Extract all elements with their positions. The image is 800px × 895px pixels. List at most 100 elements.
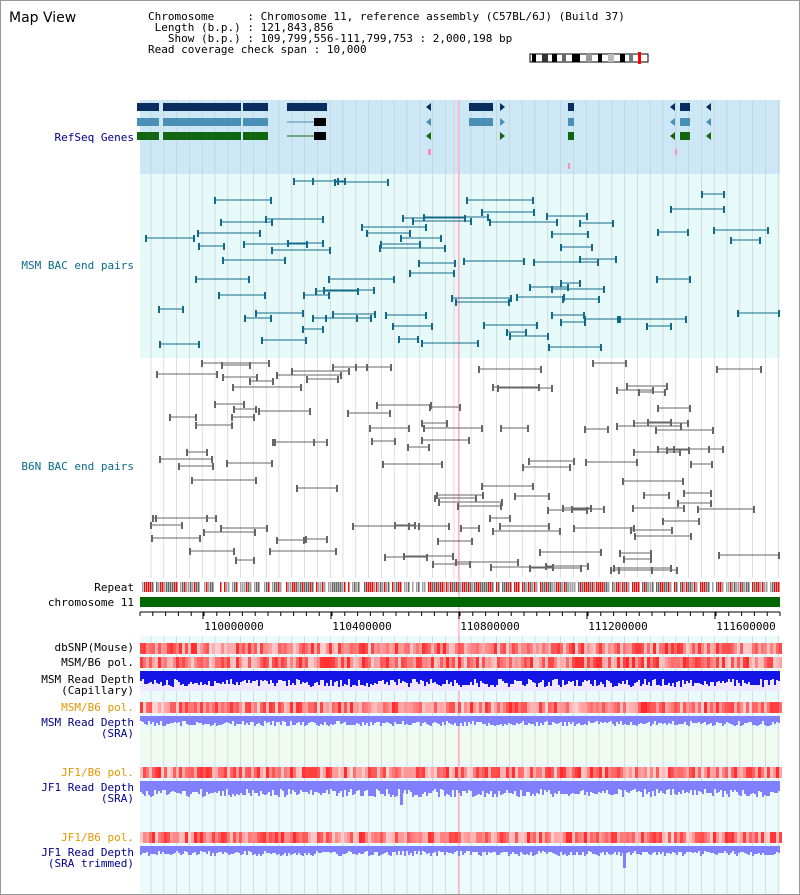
msm-pol-strip bbox=[278, 657, 281, 668]
msm-pol-strip bbox=[242, 657, 245, 668]
repeat-mark bbox=[498, 582, 500, 592]
label-msm-bac[interactable]: MSM BAC end pairs bbox=[21, 259, 134, 272]
msm-depth-sra-bar bbox=[218, 716, 220, 725]
jf1-pol2-strip bbox=[242, 832, 245, 843]
msm-depth-sra-bar bbox=[244, 716, 246, 725]
msm-pol2-strip bbox=[662, 702, 665, 713]
msm-depth-capillary-bar bbox=[462, 671, 464, 685]
dbsnp-strip bbox=[350, 643, 353, 654]
msm-pol-strip bbox=[554, 657, 557, 668]
dbsnp-strip bbox=[302, 643, 305, 654]
dbsnp-strip bbox=[449, 643, 452, 654]
jf1-pol2-strip bbox=[371, 832, 374, 843]
msm-depth-sra-bar bbox=[458, 716, 460, 726]
label-msm-pol-2[interactable]: MSM/B6 pol. bbox=[61, 701, 134, 714]
chromosome-ideogram[interactable] bbox=[528, 52, 652, 64]
jf1-depth-trimmed-bar bbox=[380, 846, 382, 855]
msm-bac-pair-end bbox=[271, 247, 273, 254]
repeat-mark bbox=[406, 582, 408, 592]
msm-depth-capillary-bar bbox=[450, 671, 452, 682]
dbsnp-strip bbox=[608, 643, 611, 654]
jf1-pol-strip bbox=[287, 767, 290, 778]
msm-pol-strip bbox=[602, 657, 605, 668]
label-repeat[interactable]: Repeat bbox=[94, 581, 134, 594]
label-msm-depth-capillary[interactable]: MSM Read Depth (Capillary) bbox=[41, 673, 134, 697]
jf1-depth-sra-bar bbox=[688, 781, 690, 793]
jf1-pol-strip bbox=[764, 767, 767, 778]
jf1-depth-sra-bar bbox=[450, 781, 452, 797]
label-b6n-bac[interactable]: B6N BAC end pairs bbox=[21, 460, 134, 473]
repeat-mark bbox=[160, 582, 162, 592]
msm-pol2-strip bbox=[611, 702, 614, 713]
msm-bac-pair-end bbox=[412, 218, 414, 225]
jf1-depth-sra-bar bbox=[356, 781, 358, 791]
b6n-bac-pair-end bbox=[215, 515, 217, 522]
jf1-depth-sra-bar bbox=[624, 781, 626, 790]
msm-depth-sra-bar bbox=[326, 716, 328, 725]
msm-pol2-strip bbox=[767, 702, 770, 713]
msm-depth-capillary-bar bbox=[750, 671, 752, 685]
jf1-depth-trimmed-bar bbox=[680, 846, 682, 852]
msm-depth-sra-bar bbox=[196, 716, 198, 722]
repeat-mark bbox=[336, 582, 338, 592]
msm-pol2-strip bbox=[575, 702, 578, 713]
jf1-pol-strip bbox=[278, 767, 281, 778]
label-jf1-depth-sra[interactable]: JF1 Read Depth (SRA) bbox=[41, 781, 134, 805]
jf1-depth-trimmed-bar bbox=[332, 846, 334, 852]
jf1-depth-trimmed-bar bbox=[644, 846, 646, 852]
msm-pol2-strip bbox=[395, 702, 398, 713]
jf1-depth-trimmed-bar bbox=[418, 846, 420, 851]
msm-pol2-strip bbox=[335, 702, 338, 713]
msm-depth-capillary-bar bbox=[444, 671, 446, 684]
label-refseq-genes[interactable]: RefSeq Genes bbox=[54, 131, 134, 144]
b6n-bac-pair-end bbox=[254, 529, 256, 536]
msm-depth-sra-bar bbox=[620, 716, 622, 721]
msm-depth-capillary-bar bbox=[586, 671, 588, 681]
dbsnp-strip bbox=[380, 643, 383, 654]
msm-pol2-strip bbox=[422, 702, 425, 713]
msm-depth-sra-bar bbox=[390, 716, 392, 724]
msm-pol2-strip bbox=[527, 702, 530, 713]
repeat-mark bbox=[712, 582, 714, 592]
jf1-pol-strip bbox=[473, 767, 476, 778]
jf1-pol-strip bbox=[515, 767, 518, 778]
msm-pol-strip bbox=[311, 657, 314, 668]
label-msm-pol[interactable]: MSM/B6 pol. bbox=[61, 656, 134, 669]
jf1-pol2-strip bbox=[209, 832, 212, 843]
msm-depth-sra-bar bbox=[300, 716, 302, 725]
jf1-depth-trimmed-bar bbox=[502, 846, 504, 852]
label-jf1-depth-trimmed[interactable]: JF1 Read Depth (SRA trimmed) bbox=[41, 846, 134, 870]
msm-depth-sra-bar bbox=[500, 716, 502, 724]
repeat-mark bbox=[316, 582, 318, 592]
b6n-bac-pair-end bbox=[683, 505, 685, 512]
repeat-mark bbox=[382, 582, 384, 592]
jf1-pol2-strip bbox=[686, 832, 689, 843]
msm-pol-strip bbox=[551, 657, 554, 668]
jf1-pol2-strip bbox=[269, 832, 272, 843]
msm-pol-strip bbox=[560, 657, 563, 668]
msm-depth-sra-bar bbox=[476, 716, 478, 722]
label-dbsnp[interactable]: dbSNP(Mouse) bbox=[54, 641, 134, 654]
msm-depth-sra-bar bbox=[680, 716, 682, 724]
msm-pol-strip bbox=[542, 657, 545, 668]
msm-depth-sra-bar bbox=[468, 716, 470, 722]
msm-pol2-strip bbox=[149, 702, 152, 713]
jf1-pol2-strip bbox=[335, 832, 338, 843]
msm-depth-capillary-bar bbox=[522, 671, 524, 685]
msm-pol-strip bbox=[344, 657, 347, 668]
label-jf1-pol-2[interactable]: JF1/B6 pol. bbox=[61, 831, 134, 844]
msm-depth-sra-bar bbox=[400, 716, 402, 724]
jf1-pol2-strip bbox=[749, 832, 752, 843]
msm-depth-sra-bar bbox=[540, 716, 542, 723]
jf1-pol2-strip bbox=[212, 832, 215, 843]
msm-depth-capillary-bar bbox=[158, 671, 160, 684]
label-jf1-pol[interactable]: JF1/B6 pol. bbox=[61, 766, 134, 779]
msm-depth-capillary-bar bbox=[480, 671, 482, 681]
label-msm-depth-sra[interactable]: MSM Read Depth (SRA) bbox=[41, 716, 134, 740]
jf1-depth-trimmed-bar bbox=[428, 846, 430, 853]
msm-depth-capillary-bar bbox=[738, 671, 740, 683]
msm-depth-capillary-bar bbox=[730, 671, 732, 682]
msm-pol-strip bbox=[275, 657, 278, 668]
jf1-pol-strip bbox=[146, 767, 149, 778]
